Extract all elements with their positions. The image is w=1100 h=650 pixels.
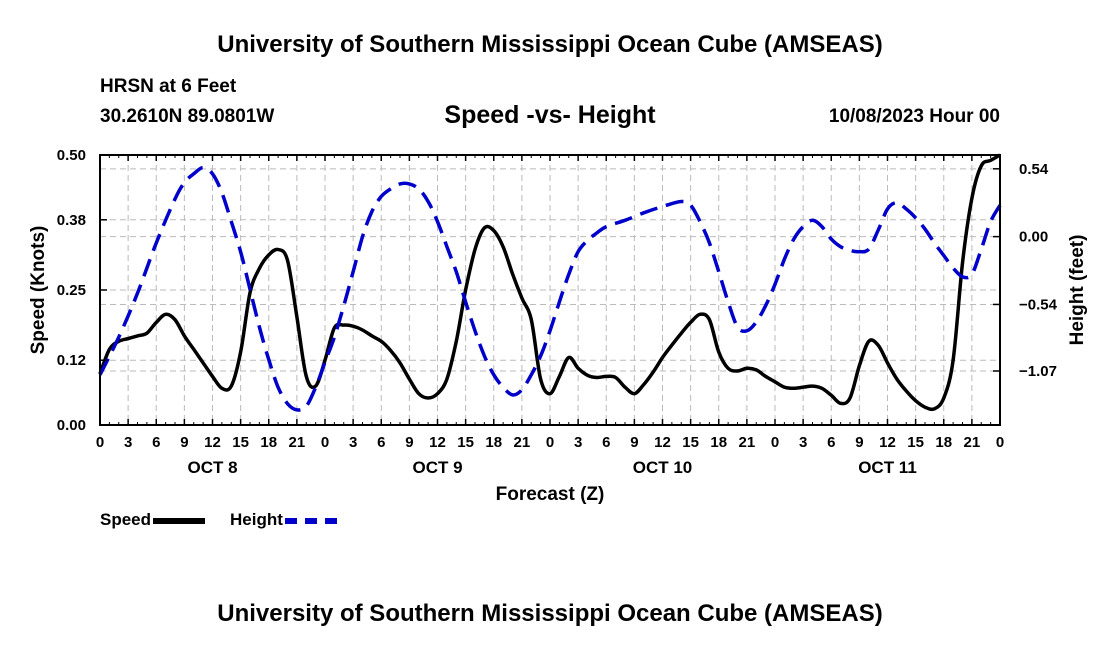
y2-tick-label: −0.54 bbox=[1019, 296, 1058, 313]
legend-height-label: Height bbox=[230, 510, 283, 529]
grid-lines bbox=[100, 155, 1000, 425]
x-tick-label: 12 bbox=[204, 434, 221, 451]
day-label: OCT 10 bbox=[633, 458, 693, 477]
x-tick-label: 15 bbox=[907, 434, 924, 451]
footer-title: University of Southern Mississippi Ocean… bbox=[217, 600, 883, 627]
x-tick-label: 18 bbox=[710, 434, 727, 451]
day-label: OCT 11 bbox=[858, 458, 917, 477]
axes: 0 3 6 9 12 15 18 21 0 3 6 9 12 15 18 21 0 3 6 9 12 15 18 21 0 3 6 9… bbox=[57, 147, 1058, 477]
x-tick-label: 0 bbox=[771, 434, 779, 451]
y-axis-label: Speed (Knots) bbox=[28, 226, 49, 355]
day-label: OCT 9 bbox=[412, 458, 462, 477]
x-tick-label: 9 bbox=[855, 434, 863, 451]
x-tick-label: 6 bbox=[827, 434, 835, 451]
series-line-speed bbox=[98, 153, 1001, 412]
series-layer bbox=[98, 153, 1002, 412]
y-tick-label: 0.50 bbox=[57, 147, 86, 164]
x-tick-label: 3 bbox=[349, 434, 357, 451]
x-tick-label: 12 bbox=[654, 434, 671, 451]
legend-speed: Speed bbox=[100, 510, 206, 530]
x-tick-label: 3 bbox=[574, 434, 582, 451]
series-line-height bbox=[98, 165, 1002, 412]
legend-height-swatch bbox=[284, 517, 337, 524]
x-tick-label: 21 bbox=[289, 434, 306, 451]
y-tick-label: 0.25 bbox=[57, 282, 86, 299]
x-tick-label: 3 bbox=[799, 434, 807, 451]
x-tick-label: 0 bbox=[546, 434, 554, 451]
x-tick-label: 15 bbox=[682, 434, 699, 451]
y2-tick-label: 0.54 bbox=[1019, 161, 1049, 178]
x-tick-label: 12 bbox=[429, 434, 446, 451]
x-tick-label: 9 bbox=[405, 434, 413, 451]
x-tick-label: 21 bbox=[964, 434, 981, 451]
x-tick-label: 0 bbox=[321, 434, 329, 451]
x-tick-label: 12 bbox=[879, 434, 896, 451]
legend-height: Height bbox=[230, 510, 337, 530]
x-tick-label: 18 bbox=[485, 434, 502, 451]
y2-tick-label: −1.07 bbox=[1019, 363, 1057, 380]
forecast-datetime: 10/08/2023 Hour 00 bbox=[828, 106, 1000, 127]
y-tick-label: 0.12 bbox=[57, 352, 86, 369]
x-tick-label: 6 bbox=[602, 434, 610, 451]
day-label: OCT 8 bbox=[187, 458, 237, 477]
x-tick-label: 9 bbox=[630, 434, 638, 451]
x-tick-label: 0 bbox=[96, 434, 104, 451]
x-tick-label: 6 bbox=[377, 434, 385, 451]
x-axis-label: Forecast (Z) bbox=[496, 484, 605, 505]
x-tick-label: 6 bbox=[152, 434, 160, 451]
y2-axis-label: Height (feet) bbox=[1067, 235, 1088, 346]
legend-speed-swatch bbox=[153, 517, 206, 524]
x-tick-label: 15 bbox=[457, 434, 474, 451]
x-tick-label: 18 bbox=[260, 434, 277, 451]
x-tick-label: 3 bbox=[124, 434, 132, 451]
x-tick-label: 21 bbox=[514, 434, 531, 451]
station-label: HRSN at 6 Feet bbox=[100, 76, 237, 97]
legend-speed-label: Speed bbox=[100, 510, 152, 529]
x-tick-label: 0 bbox=[996, 434, 1004, 451]
station-coordinates: 30.2610N 89.0801W bbox=[100, 106, 275, 127]
y2-tick-label: 0.00 bbox=[1019, 229, 1048, 246]
x-tick-label: 15 bbox=[232, 434, 249, 451]
y-tick-label: 0.38 bbox=[57, 212, 86, 229]
y-tick-label: 0.00 bbox=[57, 417, 86, 434]
page-title: University of Southern Mississippi Ocean… bbox=[217, 31, 883, 58]
x-tick-label: 18 bbox=[935, 434, 952, 451]
chart-title: Speed -vs- Height bbox=[444, 101, 656, 129]
x-tick-label: 9 bbox=[180, 434, 188, 451]
x-tick-label: 21 bbox=[739, 434, 756, 451]
